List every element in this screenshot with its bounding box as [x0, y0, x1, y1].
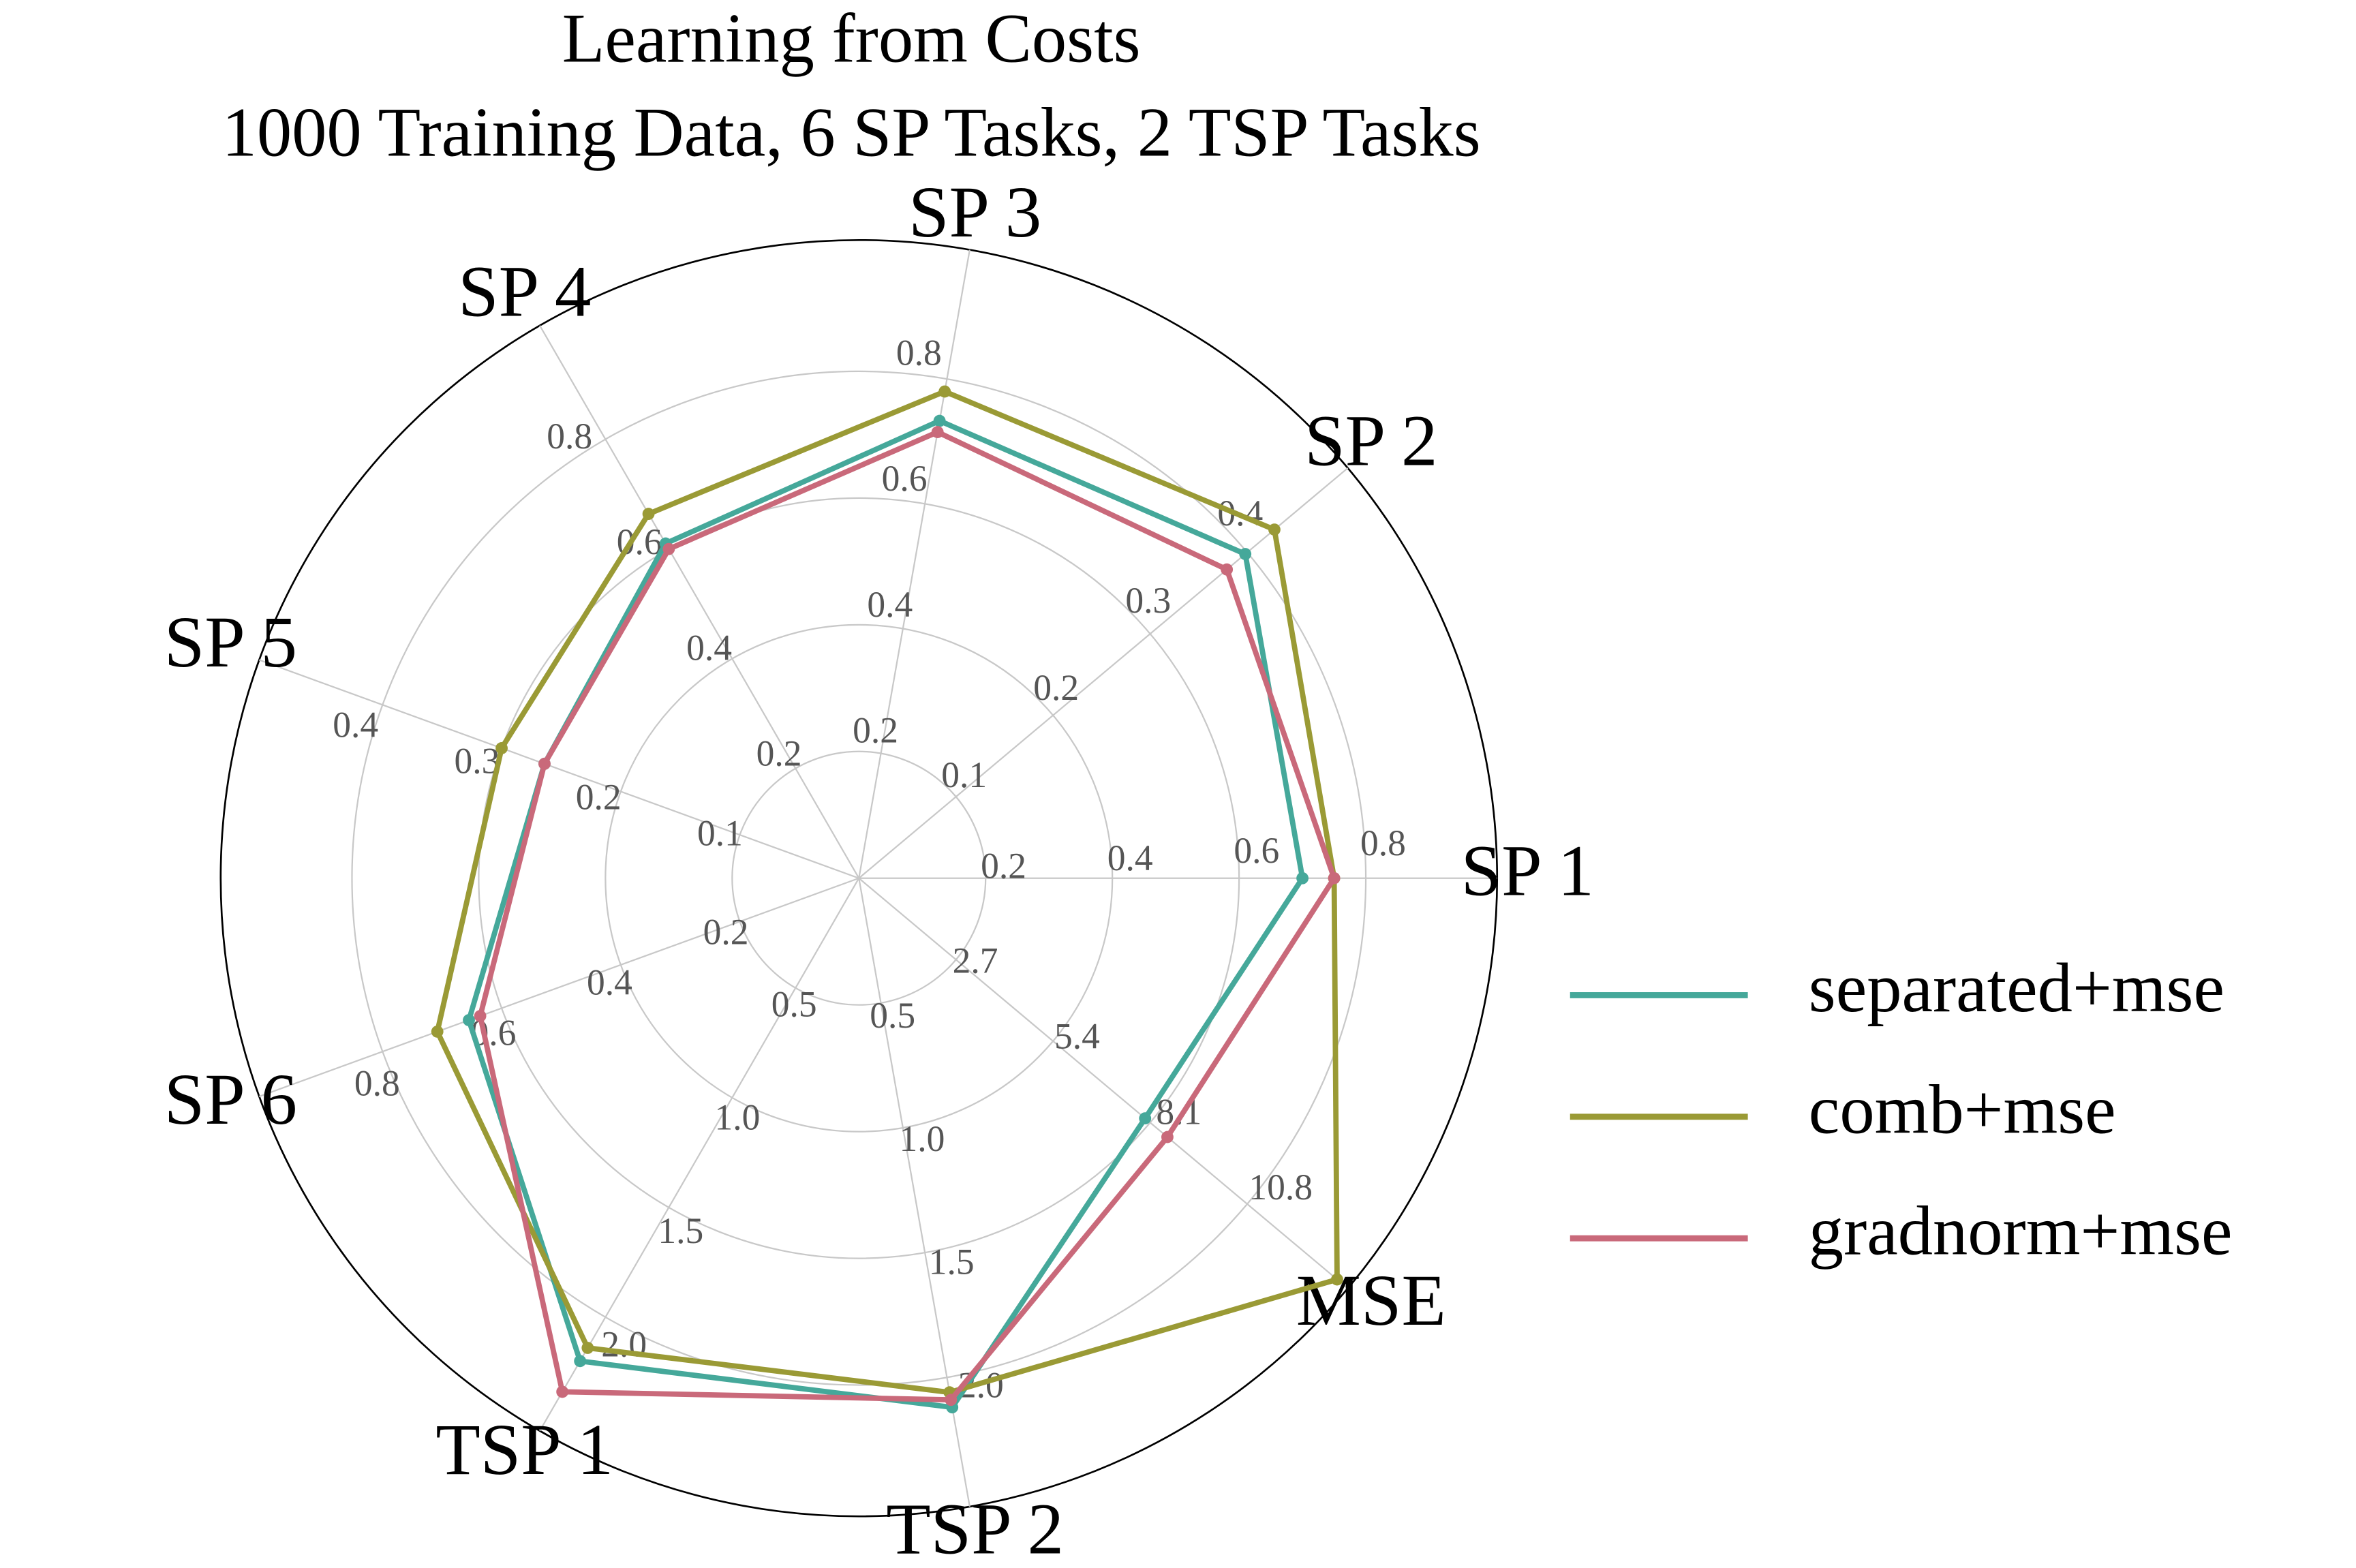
tick-label: 5.4	[1054, 1016, 1100, 1057]
tick-label: 2.7	[953, 940, 998, 981]
axis-label: TSP 1	[435, 1410, 613, 1490]
tick-label: 10.8	[1249, 1167, 1313, 1208]
tick-label: 0.4	[1107, 837, 1153, 878]
tick-label: 0.6	[1234, 830, 1279, 871]
spoke	[858, 467, 1349, 879]
spoke	[258, 659, 859, 879]
data-point	[1239, 548, 1252, 560]
tick-label: 0.2	[981, 845, 1026, 886]
tick-label: 0.2	[756, 733, 802, 774]
data-point	[938, 385, 951, 398]
tick-label: 0.2	[1033, 667, 1079, 708]
tick-label: 1.0	[899, 1118, 945, 1159]
tick-label: 0.1	[697, 812, 743, 853]
spoke	[258, 877, 859, 1098]
tick-label: 0.5	[771, 983, 817, 1024]
data-point	[463, 1014, 475, 1026]
chart-subtitle: 1000 Training Data, 6 SP Tasks, 2 TSP Ta…	[222, 95, 1481, 172]
tick-label: 1.0	[715, 1097, 761, 1138]
data-point	[538, 757, 551, 770]
tick-label: 0.4	[867, 584, 913, 625]
tick-label: 0.2	[853, 710, 898, 751]
legend-label: comb+mse	[1809, 1071, 2116, 1148]
legend-label: gradnorm+mse	[1809, 1193, 2233, 1270]
data-point	[1331, 1273, 1343, 1286]
tick-label: 0.2	[576, 776, 622, 817]
spoke	[539, 325, 860, 879]
axis-label: SP 1	[1461, 831, 1594, 911]
spoke	[858, 249, 970, 878]
tick-label: 0.8	[896, 333, 942, 373]
axis-label: SP 5	[164, 602, 297, 683]
data-point	[933, 414, 946, 427]
axis-label: SP 6	[164, 1060, 297, 1140]
tick-label: 0.4	[333, 704, 378, 745]
data-point	[945, 1394, 958, 1406]
data-point	[574, 1355, 587, 1368]
tick-label: 0.3	[454, 740, 500, 781]
legend-label: separated+mse	[1809, 950, 2224, 1027]
tick-label: 0.5	[870, 995, 915, 1036]
data-point	[474, 1010, 487, 1022]
data-point	[495, 742, 508, 754]
tick-label: 0.4	[587, 962, 632, 1003]
tick-label: 0.4	[686, 627, 732, 668]
series-line	[465, 418, 1306, 1411]
tick-label: 0.6	[882, 458, 928, 499]
tick-label: 2.0	[601, 1323, 647, 1364]
data-point	[931, 426, 944, 438]
series-line	[477, 429, 1337, 1403]
data-point	[1161, 1131, 1174, 1143]
tick-label: 0.1	[941, 754, 987, 795]
tick-label: 0.8	[1360, 823, 1406, 863]
tick-label: 0.3	[1125, 580, 1171, 621]
spoke	[539, 878, 860, 1432]
axis-label: MSE	[1296, 1261, 1446, 1341]
axis-label: SP 4	[458, 252, 591, 333]
data-point	[431, 1025, 444, 1038]
tick-label: 1.5	[658, 1210, 703, 1251]
tick-label: 0.8	[547, 416, 592, 457]
data-point	[642, 508, 655, 521]
data-point	[556, 1385, 569, 1398]
data-point	[1296, 872, 1309, 885]
data-point	[581, 1342, 594, 1354]
chart-title: Learning from Costs	[562, 0, 1141, 77]
tick-label: 0.8	[354, 1063, 400, 1104]
tick-label: 0.2	[703, 912, 749, 953]
axis-label: TSP 2	[886, 1489, 1064, 1568]
tick-label: 1.5	[929, 1242, 975, 1282]
axis-label: SP 2	[1304, 401, 1437, 482]
axis-label: SP 3	[908, 172, 1041, 253]
data-point	[1268, 523, 1281, 536]
data-point	[1328, 872, 1341, 885]
series-line	[434, 388, 1340, 1396]
spoke	[858, 877, 1349, 1289]
data-point	[1221, 563, 1234, 576]
data-point	[1139, 1112, 1152, 1125]
data-point	[662, 542, 675, 555]
